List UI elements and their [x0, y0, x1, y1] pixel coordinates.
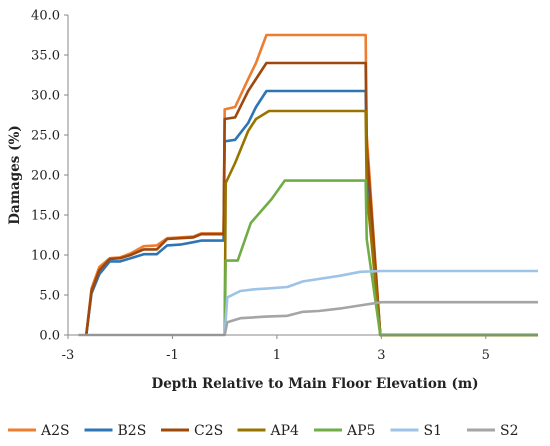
legend-label-s1: S1	[424, 423, 443, 439]
y-tick-label: 5.0	[39, 289, 60, 304]
y-tick-label: 10.0	[31, 249, 60, 264]
x-axis-ticks: -3 -1 1 3 5	[62, 335, 490, 363]
series-line-s2	[78, 300, 538, 337]
x-tick-label: 1	[273, 348, 281, 363]
series-line-ap4	[223, 109, 538, 337]
y-tick-label: 20.0	[31, 169, 60, 184]
legend: A2S B2S C2S AP4 AP5 S1 S2	[8, 423, 519, 439]
y-axis-title: Damages (%)	[7, 125, 23, 224]
y-axis-ticks: 0.0 5.0 10.0 15.0 20.0 25.0 30.0 35.0 40.0	[31, 9, 68, 344]
series-line-b2s	[84, 89, 538, 337]
series-line-c2s	[84, 61, 538, 337]
x-tick-label: -1	[166, 348, 179, 363]
legend-label-ap4: AP4	[270, 423, 300, 439]
x-tick-label: -3	[62, 348, 75, 363]
series-line-a2s	[84, 33, 538, 337]
y-tick-label: 0.0	[39, 329, 60, 344]
legend-label-b2s: B2S	[118, 423, 147, 439]
x-axis-title: Depth Relative to Main Floor Elevation (…	[151, 376, 478, 392]
y-tick-label: 30.0	[31, 89, 60, 104]
y-tick-label: 25.0	[31, 129, 60, 144]
series-line-ap5	[223, 179, 538, 337]
legend-label-c2s: C2S	[194, 423, 223, 439]
legend-label-ap5: AP5	[346, 423, 375, 439]
legend-label-a2s: A2S	[40, 423, 70, 439]
x-tick-label: 3	[377, 348, 385, 363]
y-tick-label: 35.0	[31, 49, 60, 64]
legend-label-s2: S2	[500, 423, 519, 439]
plot-lines	[78, 33, 538, 337]
y-tick-label: 15.0	[31, 209, 60, 224]
series-line-s1	[223, 269, 538, 336]
y-tick-label: 40.0	[31, 9, 60, 24]
x-tick-label: 5	[482, 348, 490, 363]
